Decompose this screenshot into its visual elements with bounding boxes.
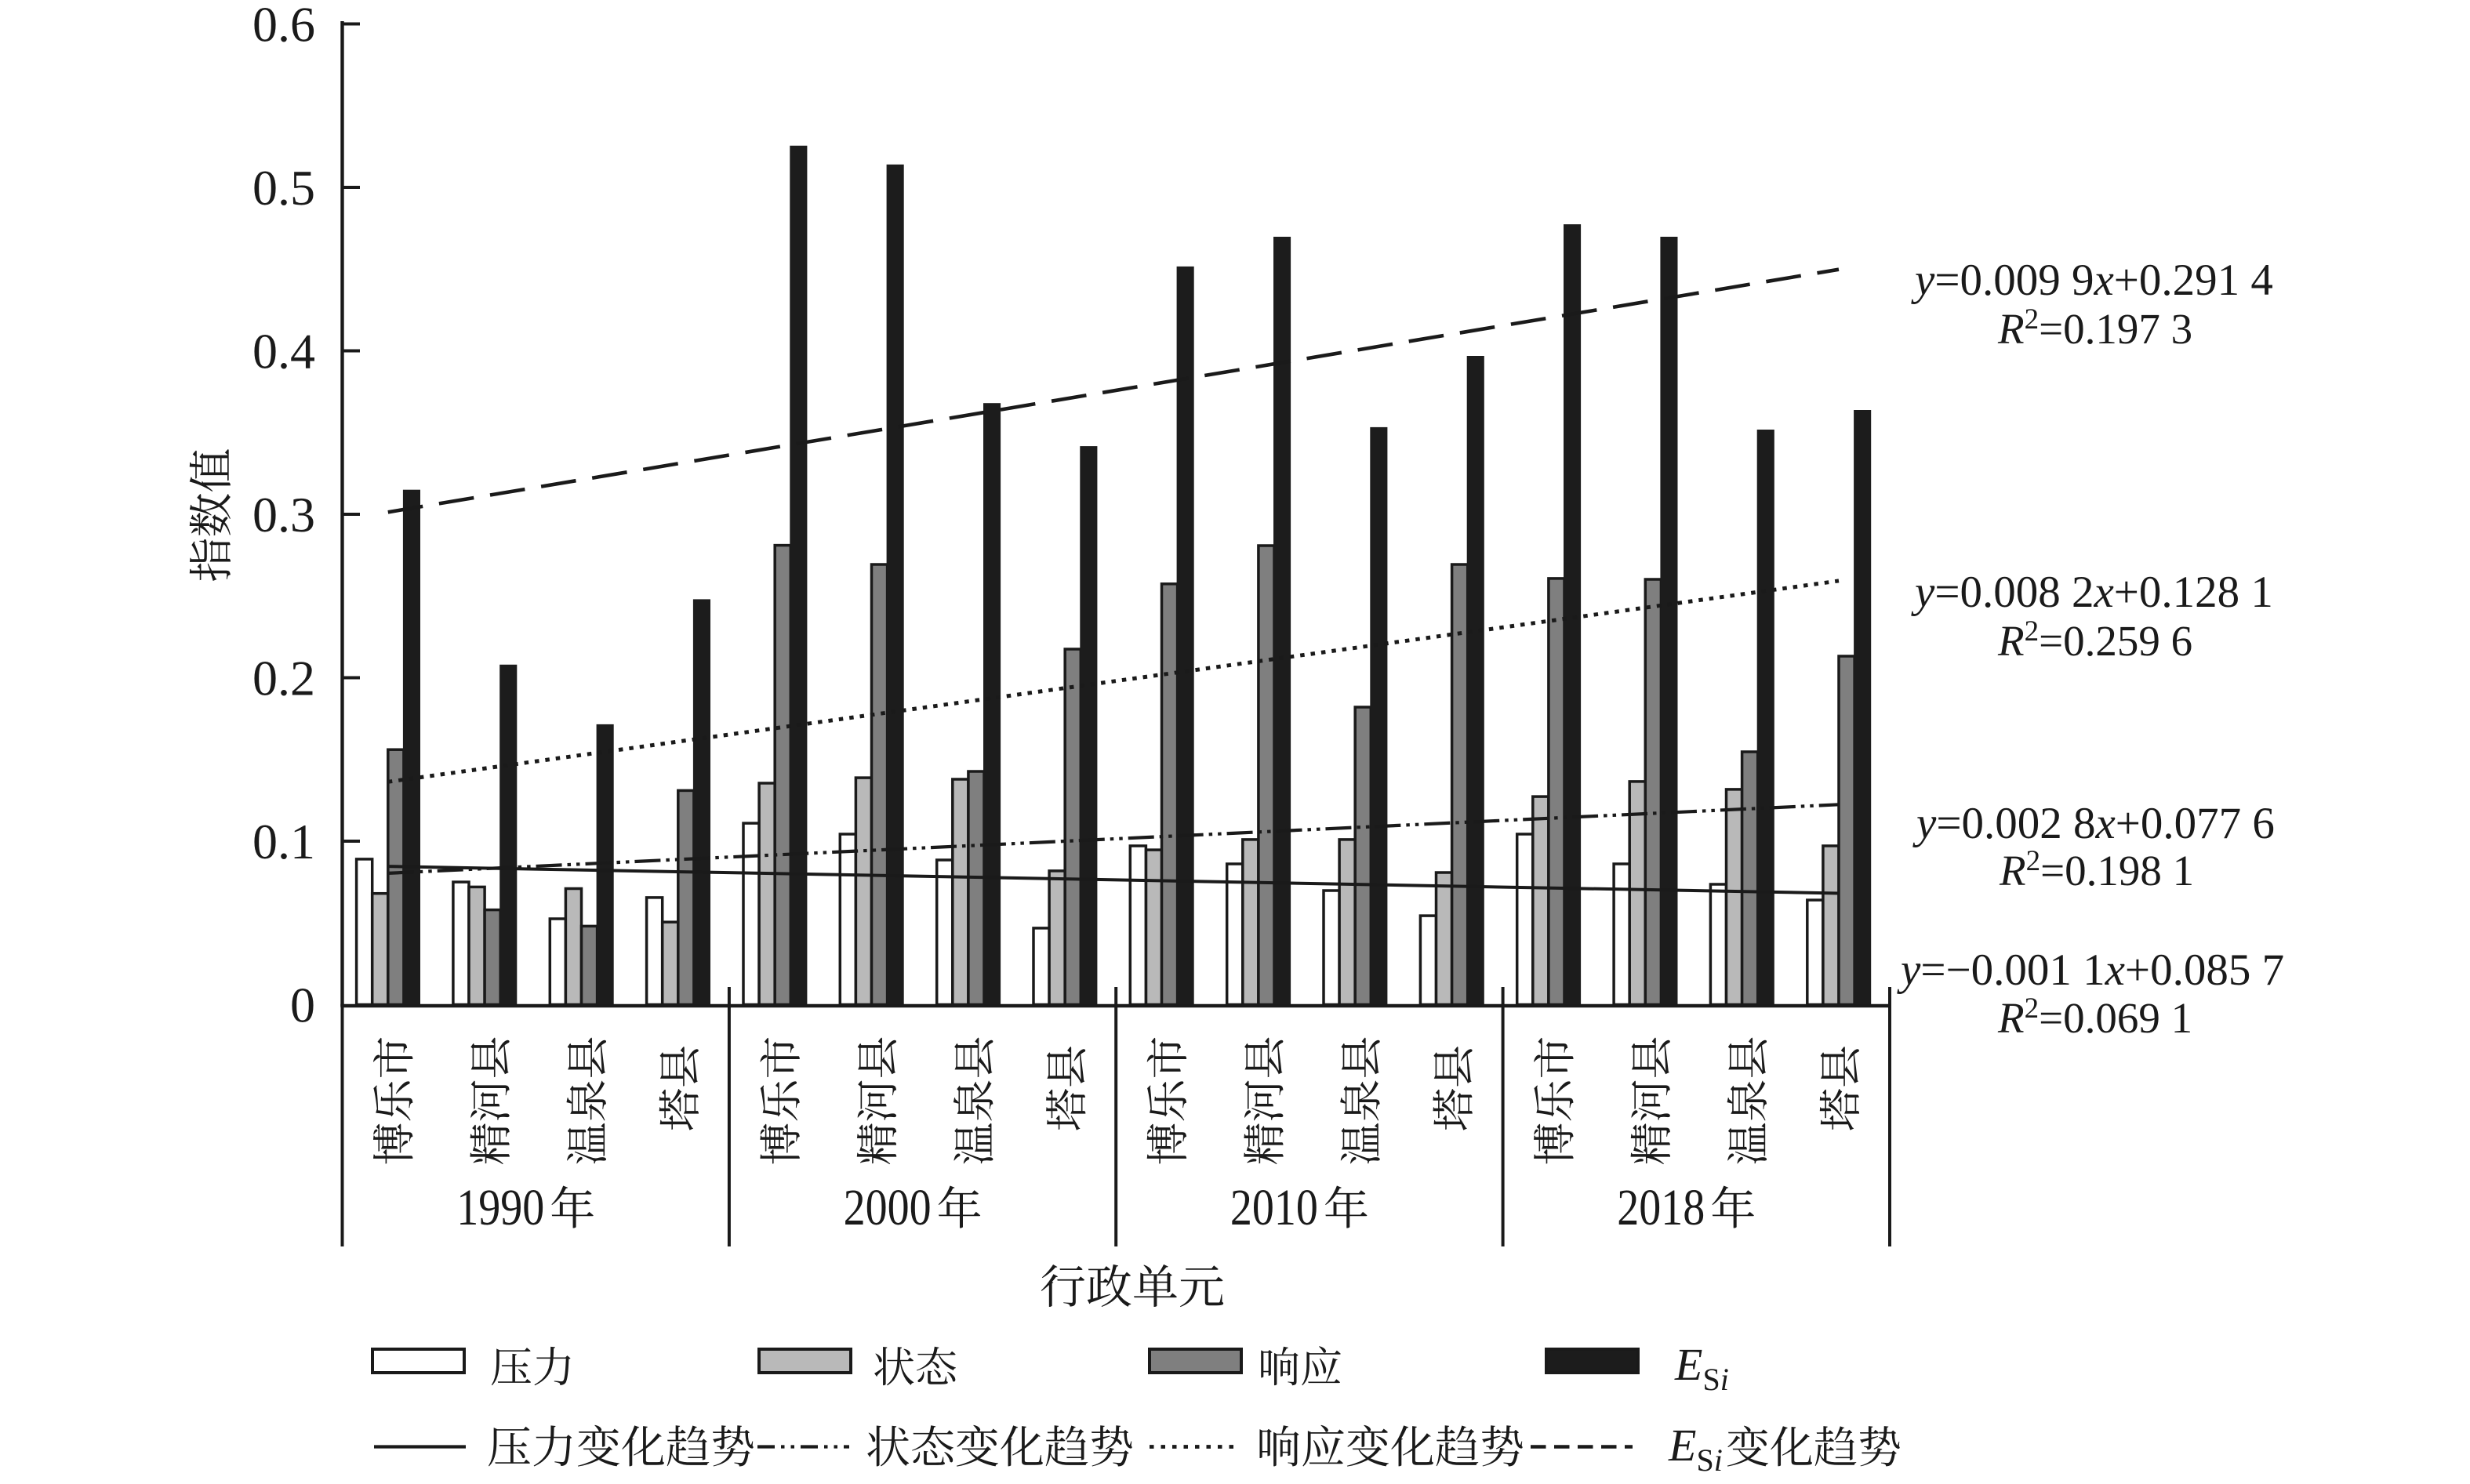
svg-text:2018: 2018 <box>1617 1179 1705 1236</box>
svg-text:0.2: 0.2 <box>252 651 315 706</box>
svg-text:0.4: 0.4 <box>252 324 315 379</box>
svg-text:2000: 2000 <box>844 1179 932 1236</box>
svg-text:y=0.002 8x+0.077 6: y=0.002 8x+0.077 6 <box>1912 799 2275 848</box>
svg-text:0.1: 0.1 <box>252 814 315 869</box>
svg-text:y=0.008 2x+0.128 1: y=0.008 2x+0.128 1 <box>1911 568 2273 617</box>
svg-text:y=−0.001 1x+0.085 7: y=−0.001 1x+0.085 7 <box>1897 945 2284 995</box>
svg-text:ESi: ESi <box>1668 1420 1723 1478</box>
svg-text:0: 0 <box>290 978 315 1033</box>
svg-text:0.5: 0.5 <box>252 160 315 216</box>
svg-text:1990: 1990 <box>456 1179 544 1236</box>
svg-text:R2=0.197 3: R2=0.197 3 <box>1997 303 2192 353</box>
svg-text:2010: 2010 <box>1230 1179 1318 1236</box>
svg-text:0.3: 0.3 <box>252 487 315 542</box>
svg-text:0.6: 0.6 <box>252 0 315 53</box>
svg-text:R2=0.259 6: R2=0.259 6 <box>1997 615 2192 665</box>
svg-text:y=0.009 9x+0.291 4: y=0.009 9x+0.291 4 <box>1911 256 2273 305</box>
svg-text:ESi: ESi <box>1674 1339 1729 1397</box>
svg-text:R2=0.198 1: R2=0.198 1 <box>1999 845 2194 894</box>
svg-text:R2=0.069 1: R2=0.069 1 <box>1997 992 2192 1042</box>
